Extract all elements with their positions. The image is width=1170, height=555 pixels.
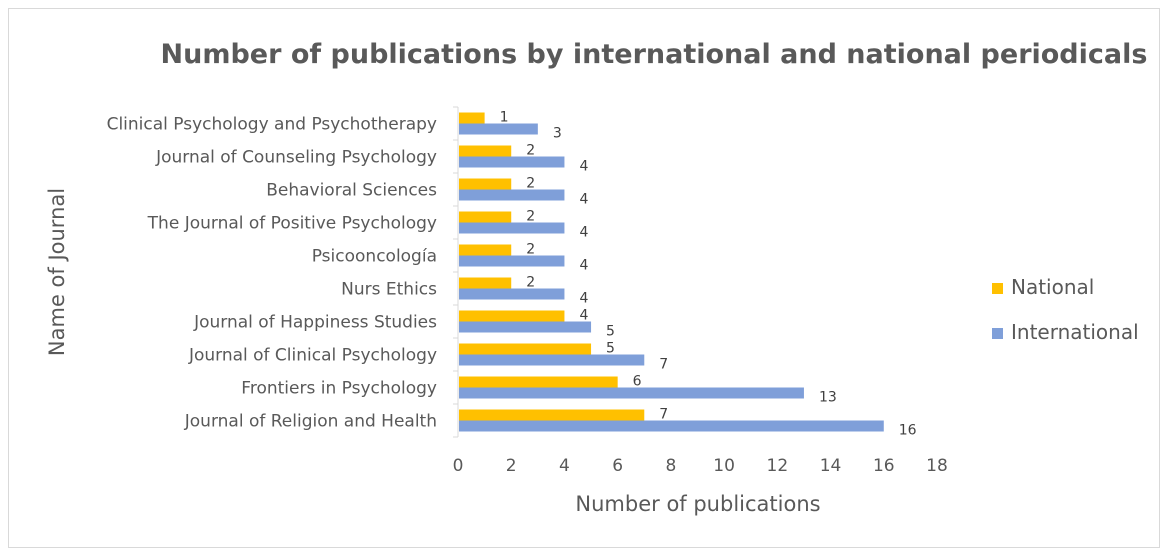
data-label-national: 2	[526, 143, 535, 159]
bar-international	[459, 222, 565, 234]
category-label: Nurs Ethics	[341, 280, 437, 300]
x-tick-label: 2	[506, 456, 517, 476]
x-tick-label: 12	[767, 456, 789, 476]
bar-international	[459, 321, 592, 333]
data-label-national: 2	[526, 242, 535, 258]
bar-international	[459, 288, 565, 300]
legend-swatch-international	[992, 328, 1003, 339]
chart-title: Number of publications by international …	[161, 39, 1148, 70]
bar-international	[459, 387, 804, 399]
bar-international	[459, 123, 538, 135]
bar-international	[459, 420, 884, 432]
data-label-international: 16	[899, 423, 917, 439]
bar-national	[459, 178, 512, 190]
x-tick-label: 14	[820, 456, 842, 476]
data-label-international: 3	[553, 126, 562, 142]
data-label-national: 1	[500, 110, 509, 126]
x-tick-label: 16	[873, 456, 895, 476]
x-tick-label: 10	[713, 456, 735, 476]
x-tick-label: 0	[453, 456, 464, 476]
bar-national	[459, 376, 618, 388]
bar-national	[459, 277, 512, 289]
category-label: Frontiers in Psychology	[241, 379, 437, 399]
legend: National International	[992, 275, 1139, 344]
bar-international	[459, 156, 565, 168]
data-label-national: 5	[606, 341, 615, 357]
data-label-national: 6	[633, 374, 642, 390]
data-label-national: 2	[526, 209, 535, 225]
x-tick-label: 6	[612, 456, 623, 476]
legend-label-international: International	[1011, 320, 1139, 344]
bar-national	[459, 211, 512, 223]
x-tick-label: 18	[926, 456, 948, 476]
legend-swatch-national	[992, 283, 1003, 294]
data-label-international: 5	[606, 324, 615, 340]
bar-international	[459, 255, 565, 267]
data-label-international: 4	[579, 291, 588, 307]
data-label-international: 4	[579, 159, 588, 175]
bar-national	[459, 244, 512, 256]
category-label: Journal of Clinical Psychology	[188, 346, 437, 366]
bar-national	[459, 409, 645, 421]
data-label-national: 7	[659, 407, 668, 423]
legend-label-national: National	[1011, 275, 1094, 299]
data-label-international: 4	[579, 258, 588, 274]
category-label: The Journal of Positive Psychology	[147, 214, 437, 234]
category-label: Journal of Religion and Health	[184, 412, 437, 432]
bar-international	[459, 354, 645, 366]
data-label-international: 4	[579, 192, 588, 208]
chart-frame: Number of publications by international …	[8, 8, 1160, 548]
category-label: Psicooncología	[312, 247, 437, 267]
bar-international	[459, 189, 565, 201]
x-tick-label: 4	[559, 456, 570, 476]
x-axis-title: Number of publications	[575, 492, 820, 516]
y-axis-title: Name of Journal	[45, 188, 69, 356]
data-label-national: 4	[579, 308, 588, 324]
bar-national	[459, 310, 565, 322]
data-label-international: 7	[659, 357, 668, 373]
bar-national	[459, 112, 485, 124]
plot-area: Clinical Psychology and Psychotherapy 13J…	[107, 106, 948, 476]
data-label-international: 13	[819, 390, 837, 406]
bar-national	[459, 343, 592, 355]
bar-national	[459, 145, 512, 157]
category-label: Journal of Counseling Psychology	[155, 148, 437, 168]
category-label: Behavioral Sciences	[266, 181, 437, 201]
data-label-national: 2	[526, 176, 535, 192]
x-tick-label: 8	[665, 456, 676, 476]
data-label-international: 4	[579, 225, 588, 241]
category-label: Journal of Happiness Studies	[193, 313, 437, 333]
category-label: Clinical Psychology and Psychotherapy	[107, 115, 437, 135]
data-label-national: 2	[526, 275, 535, 291]
bar-chart: Number of publications by international …	[45, 39, 1148, 516]
